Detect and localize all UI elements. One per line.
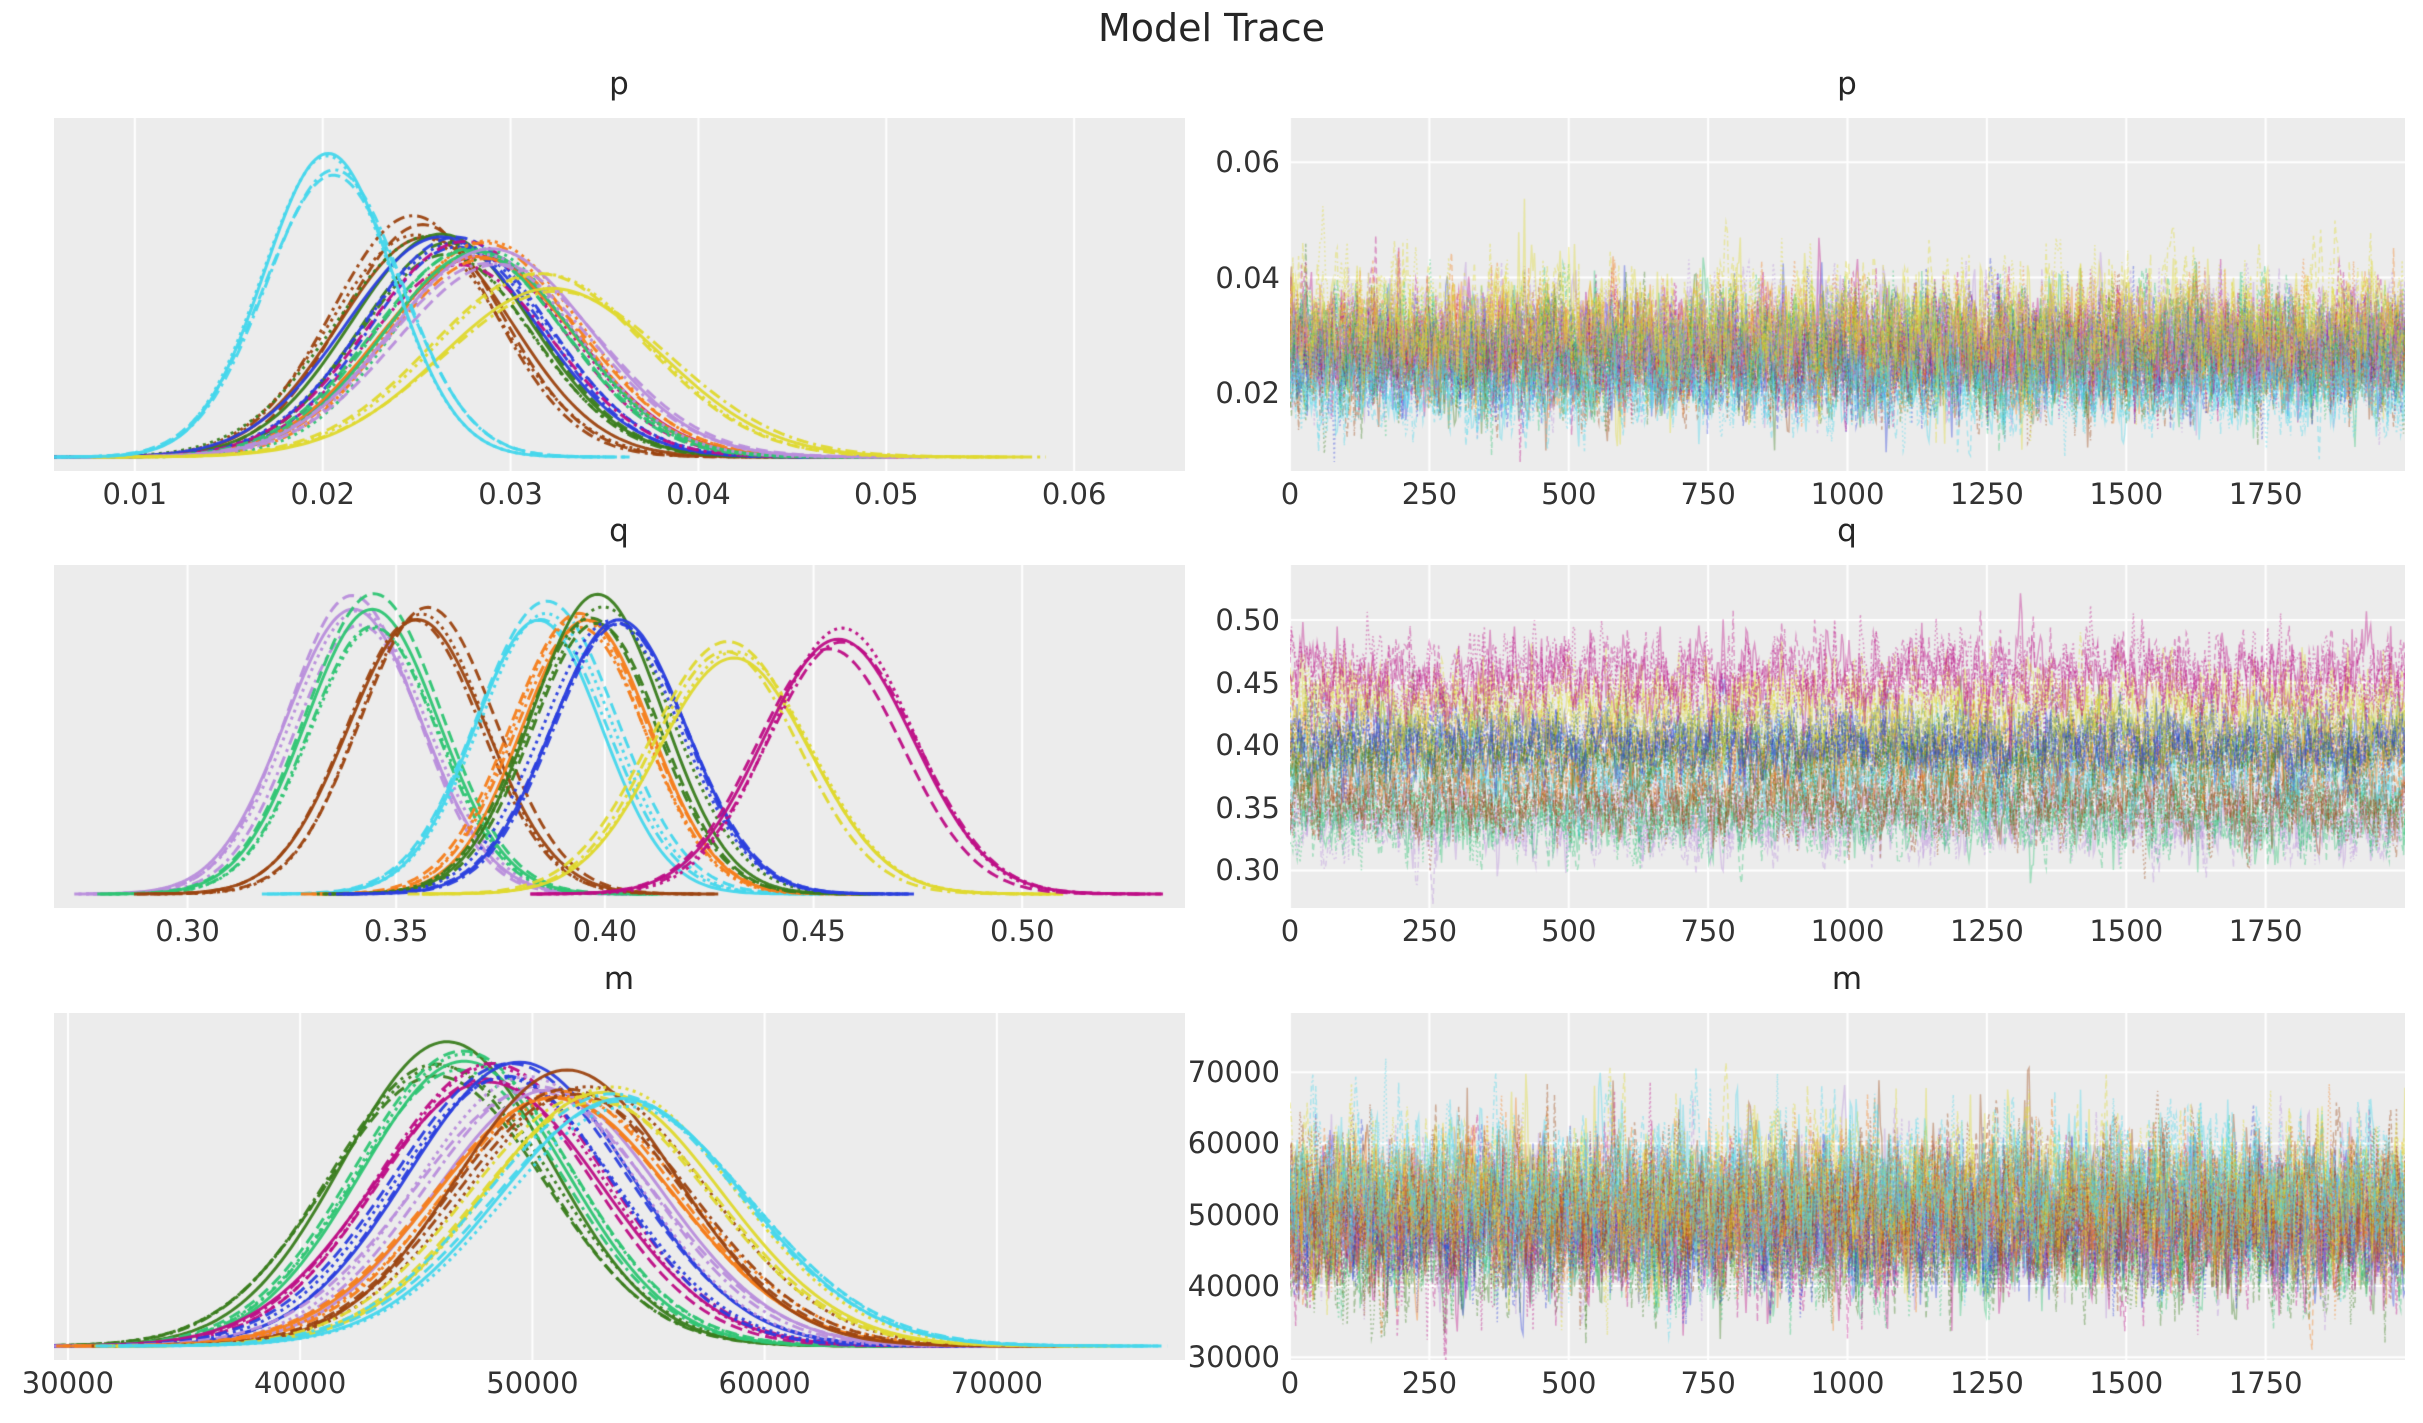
q-trace-x-axis: 0 250 500 750 1000 1250 1500 1750: [1281, 914, 2405, 950]
panel-title-p-density: p: [609, 66, 629, 102]
tick-label: 250: [1401, 1366, 1458, 1400]
tick-label: 250: [1401, 914, 1458, 948]
tick-label: 750: [1680, 1366, 1736, 1400]
panel-title-m-density: m: [603, 961, 635, 997]
q-trace-plot: [1290, 565, 2405, 908]
tick-label: 50000: [1187, 1197, 1280, 1232]
tick-label: 70000: [950, 1366, 1044, 1400]
tick-label: 0.35: [363, 914, 429, 948]
tick-label: 1500: [2089, 1366, 2164, 1400]
tick-label: 500: [1541, 1366, 1597, 1400]
tick-label: 0.06: [1041, 477, 1107, 511]
tick-label: 30000: [1187, 1340, 1280, 1375]
tick-label: 0: [1280, 914, 1300, 948]
q-trace-y-axis: 0.30 0.35 0.40 0.45 0.50: [1170, 565, 1280, 908]
figure-title: Model Trace: [1098, 6, 1325, 50]
p-trace-plot: [1290, 118, 2405, 471]
tick-label: 0.40: [1215, 728, 1280, 763]
panel-title-p-trace: p: [1837, 66, 1857, 102]
tick-label: 1750: [2228, 914, 2303, 948]
tick-label: 1250: [1949, 914, 2024, 948]
tick-label: 0: [1280, 1366, 1300, 1400]
p-density-plot: [54, 118, 1185, 471]
tick-label: 50000: [486, 1366, 579, 1400]
m-trace-y-axis: 30000 40000 50000 60000 70000: [1170, 1013, 1280, 1372]
tick-label: 1500: [2089, 477, 2164, 511]
tick-label: 40000: [1187, 1268, 1280, 1303]
tick-label: 0.05: [853, 477, 919, 511]
tick-label: 0.06: [1215, 145, 1280, 180]
m-density-plot: [54, 1013, 1185, 1360]
tick-label: 0.50: [989, 914, 1055, 948]
tick-label: 1000: [1810, 914, 1885, 948]
tick-label: 30000: [21, 1366, 115, 1400]
panel-title-q-density: q: [609, 513, 629, 549]
tick-label: 750: [1680, 477, 1736, 511]
m-density-x-axis: 30000 40000 50000 60000 70000: [22, 1366, 1185, 1402]
tick-label: 1750: [2228, 1366, 2303, 1400]
tick-label: 1750: [2228, 477, 2303, 511]
tick-label: 500: [1541, 477, 1597, 511]
tick-label: 1500: [2089, 914, 2164, 948]
tick-label: 1000: [1810, 1366, 1885, 1400]
tick-label: 0.45: [1215, 665, 1280, 700]
tick-label: 0.50: [1215, 603, 1280, 638]
tick-label: 0.35: [1215, 790, 1280, 825]
tick-label: 60000: [718, 1366, 811, 1400]
m-trace-x-axis: 0 250 500 750 1000 1250 1500 1750: [1281, 1366, 2405, 1402]
tick-label: 250: [1401, 477, 1458, 511]
tick-label: 0.02: [290, 477, 355, 511]
tick-label: 0.30: [155, 914, 220, 948]
p-trace-x-axis: 0 250 500 750 1000 1250 1500 1750: [1281, 477, 2405, 513]
panel-title-q-trace: q: [1837, 513, 1857, 549]
tick-label: 1000: [1810, 477, 1885, 511]
p-trace-y-axis: 0.02 0.04 0.06: [1170, 118, 1280, 471]
tick-label: 0: [1280, 477, 1300, 511]
q-density-plot: [54, 565, 1185, 908]
p-density-x-axis: 0.01 0.02 0.03 0.04 0.05 0.06: [54, 479, 1185, 513]
tick-label: 0.03: [478, 477, 543, 511]
tick-label: 0.30: [1215, 853, 1280, 888]
tick-label: 0.40: [572, 914, 638, 948]
tick-label: 60000: [1187, 1126, 1280, 1161]
q-density-x-axis: 0.30 0.35 0.40 0.45 0.50: [54, 916, 1185, 950]
tick-label: 0.04: [666, 477, 731, 511]
panel-title-m-trace: m: [1831, 961, 1863, 997]
tick-label: 1250: [1949, 1366, 2024, 1400]
tick-label: 0.45: [781, 914, 846, 948]
tick-label: 0.01: [102, 477, 168, 511]
tick-label: 0.02: [1215, 375, 1280, 410]
tick-label: 0.04: [1215, 260, 1280, 295]
tick-label: 750: [1680, 914, 1736, 948]
tick-label: 500: [1541, 914, 1597, 948]
tick-label: 70000: [1187, 1055, 1280, 1090]
tick-label: 1250: [1949, 477, 2024, 511]
m-trace-plot: [1290, 1013, 2405, 1360]
tick-label: 40000: [254, 1366, 347, 1400]
